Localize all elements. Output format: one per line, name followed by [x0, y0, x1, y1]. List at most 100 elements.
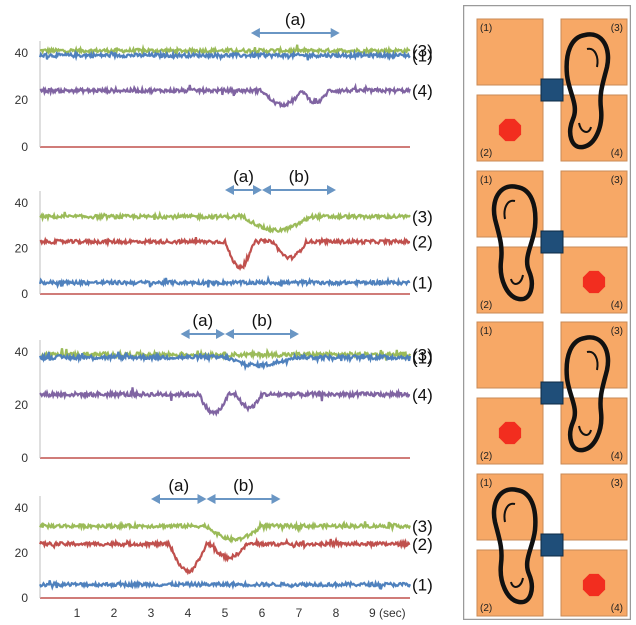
y-tick-label: 40 [15, 501, 29, 515]
cell-label: (1) [480, 175, 492, 186]
arrow-head-left [250, 28, 260, 38]
center-sensor-icon [540, 78, 564, 102]
sensor-cell [560, 170, 628, 238]
y-tick-label: 0 [21, 451, 28, 465]
arrow-head-right [330, 28, 340, 38]
series-label: (2) [412, 233, 433, 252]
footprint-icon [491, 184, 538, 302]
series-line-1 [38, 274, 411, 290]
arrow-head-right [271, 494, 281, 504]
arrow-head-left [262, 185, 271, 195]
series-label: (4) [412, 385, 433, 404]
arrow-head-right [197, 494, 207, 504]
cell-label: (3) [611, 23, 623, 34]
center-sensor-icon [540, 230, 564, 254]
series-line-3 [39, 519, 412, 544]
footprint-icon [491, 487, 538, 605]
series-label: (3) [412, 208, 433, 227]
series-label: (4) [412, 82, 433, 101]
y-tick-label: 20 [15, 242, 29, 256]
arrow-head-right [216, 329, 225, 339]
red-dot-icon [498, 421, 522, 445]
center-sensor-icon [540, 381, 564, 405]
cell-label: (4) [611, 300, 623, 311]
series-line-1 [38, 49, 411, 62]
annotation-label: (a) [192, 311, 213, 330]
arrow-head-right [327, 185, 336, 195]
annotation-label: (b) [233, 476, 254, 495]
series-label: (1) [412, 576, 433, 595]
series-line-3 [39, 210, 411, 234]
cell-label: (3) [611, 478, 623, 489]
chart-panel-2: 0 20 40 (3) (2) (1) (a) (b) [15, 167, 433, 301]
annotation-label: (b) [289, 167, 310, 186]
x-tick-label: 8 [333, 606, 340, 620]
annotation-label: (a) [168, 476, 189, 495]
red-dot-icon [582, 270, 606, 294]
x-tick-label: 5 [222, 606, 229, 620]
chart-panel-1: 0 20 40 (3)(1) (4) (a) [15, 10, 433, 154]
annotation-label: (b) [252, 311, 273, 330]
y-tick-label: 40 [15, 196, 29, 210]
arrow-head-left [206, 494, 216, 504]
x-tick-label: 1 [74, 606, 81, 620]
y-tick-label: 20 [15, 546, 29, 560]
series-label: (3) [412, 517, 433, 536]
x-tick-label: 2 [111, 606, 118, 620]
x-tick-label: 4 [185, 606, 192, 620]
series-line-4 [39, 387, 411, 417]
cell-label: (4) [611, 148, 623, 159]
annotation-label: (a) [233, 167, 254, 186]
arrow-head-left [180, 329, 190, 339]
sensor-cell [476, 18, 544, 86]
series-line-4 [39, 82, 412, 109]
y-tick-label: 40 [15, 46, 29, 60]
series-line-2 [39, 536, 411, 576]
cell-label: (1) [480, 326, 492, 337]
cell-label: (2) [480, 603, 492, 614]
arrow-head-left [151, 494, 160, 504]
x-tick-label: 7 [296, 606, 303, 620]
cell-label: (4) [611, 603, 623, 614]
y-tick-label: 0 [21, 140, 28, 154]
cell-label: (3) [611, 175, 623, 186]
red-dot-icon [498, 118, 522, 142]
cell-label: (2) [480, 148, 492, 159]
x-tick-label: 6 [259, 606, 266, 620]
series-label: (1) [412, 274, 433, 293]
series-label: (3) [412, 42, 433, 61]
y-tick-label: 20 [15, 93, 29, 107]
y-tick-label: 0 [21, 287, 28, 301]
footprint-icon [564, 32, 611, 150]
sensor-cell [476, 321, 544, 389]
y-tick-label: 0 [21, 591, 28, 605]
series-label: (3) [412, 346, 433, 365]
x-tick-labels: 1 2 3 4 5 6 7 8 9 (sec) [74, 606, 406, 620]
cell-label: (4) [611, 451, 623, 462]
series-label: (1) [412, 348, 433, 367]
sensor-cell [560, 473, 628, 541]
series-line-3 [39, 43, 411, 59]
series-line-1 [38, 578, 412, 591]
arrow-head-right [253, 185, 262, 195]
x-tick-label: 3 [148, 606, 155, 620]
arrow-head-left [225, 185, 234, 195]
cell-label: (3) [611, 326, 623, 337]
chart-panel-3: 0 20 40 (3)(1) (4) (a) (b) [15, 311, 433, 465]
y-tick-label: 20 [15, 398, 29, 412]
series-label: (1) [412, 46, 433, 65]
footprint-icon [564, 335, 611, 453]
y-tick-label: 40 [15, 345, 29, 359]
center-sensor-icon [540, 533, 564, 557]
annotation-label: (a) [285, 10, 306, 29]
series-line-2 [39, 236, 411, 272]
x-tick-label: 9 (sec) [369, 606, 406, 620]
series-line-1 [38, 351, 412, 372]
cell-label: (1) [480, 478, 492, 489]
cell-label: (2) [480, 451, 492, 462]
red-dot-icon [582, 573, 606, 597]
arrow-head-right [290, 329, 299, 339]
cell-label: (2) [480, 300, 492, 311]
arrow-head-left [225, 329, 234, 339]
